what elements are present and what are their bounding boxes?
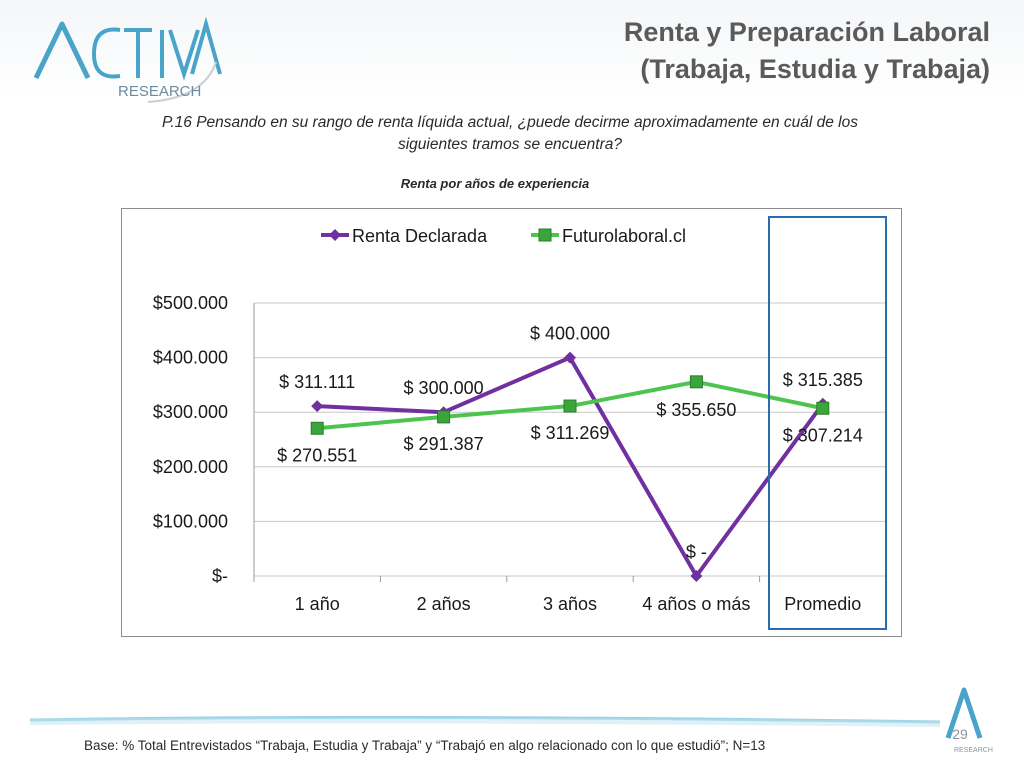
chart-subtitle: Renta por años de experiencia — [400, 176, 590, 191]
data-label: $ 300.000 — [404, 378, 484, 398]
legend-marker — [538, 228, 552, 242]
legend-label: Futurolaboral.cl — [562, 226, 686, 246]
data-point — [563, 399, 577, 413]
page-title: Renta y Preparación Laboral (Trabaja, Es… — [624, 14, 990, 88]
data-point — [310, 421, 324, 435]
legend-label: Renta Declarada — [352, 226, 488, 246]
data-point — [689, 375, 703, 389]
data-label: $ 355.650 — [656, 400, 736, 420]
x-tick-label: 3 años — [543, 594, 597, 614]
title-line-1: Renta y Preparación Laboral — [623, 17, 990, 47]
data-label: $ 311.111 — [279, 372, 355, 392]
mini-logo-icon: RESEARCH — [945, 687, 993, 754]
promedio-highlight-box — [768, 216, 887, 630]
data-point — [564, 351, 576, 364]
data-point — [311, 400, 324, 413]
y-tick-label: $100.000 — [153, 511, 228, 531]
survey-question: P.16 Pensando en su rango de renta líqui… — [70, 112, 950, 156]
data-label: $ 270.551 — [277, 445, 357, 465]
y-tick-label: $- — [212, 566, 228, 586]
data-label: $ 291.387 — [404, 434, 484, 454]
data-label: $ 311.269 — [531, 423, 610, 443]
y-tick-label: $400.000 — [153, 348, 228, 368]
data-point — [690, 570, 703, 582]
data-label: $ 315.385 — [783, 370, 863, 390]
x-tick-label: 1 año — [295, 594, 340, 614]
data-point — [816, 401, 830, 415]
question-line-2: siguientes tramos se encuentra? — [397, 136, 623, 153]
page-number: 29 — [952, 726, 968, 742]
bottom-swoosh — [29, 715, 941, 727]
title-line-2: (Trabaja, Estudia y Trabaja) — [640, 54, 990, 84]
y-tick-label: $500.000 — [153, 293, 228, 313]
line-chart: $- $100.000 $200.000 $300.000 $400.000 $500.0… — [153, 226, 887, 614]
base-note: Base: % Total Entrevistados “Trabaja, Es… — [84, 738, 766, 753]
x-tick-label: 2 años — [417, 594, 471, 614]
data-label: $ 400.000 — [530, 324, 610, 344]
data-point — [437, 410, 451, 424]
header-band — [0, 0, 1024, 100]
mini-logo-text: RESEARCH — [954, 747, 993, 754]
activa-research-logo: RESEARCH — [33, 16, 222, 103]
chart-frame — [121, 208, 902, 637]
question-line-1: P.16 Pensando en su rango de renta líqui… — [162, 114, 858, 131]
x-tick-label: Promedio — [784, 594, 861, 614]
y-tick-label: $300.000 — [153, 402, 228, 422]
logo-sub-text: RESEARCH — [118, 83, 201, 100]
y-tick-label: $200.000 — [153, 457, 228, 477]
x-tick-label: 4 años o más — [642, 594, 750, 614]
data-label: $ 307.214 — [783, 425, 863, 445]
data-label: $ - — [686, 542, 707, 562]
legend-marker — [329, 229, 341, 241]
